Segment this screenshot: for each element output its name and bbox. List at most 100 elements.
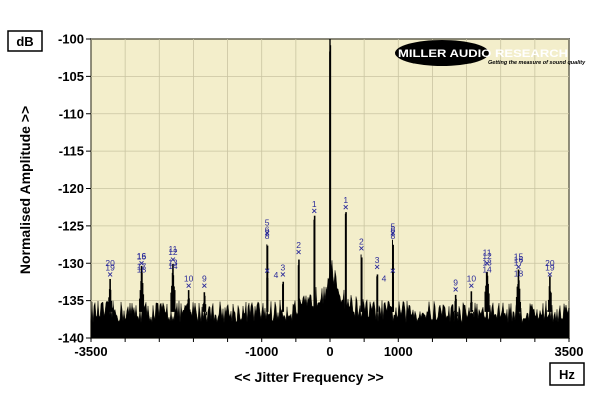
marker-stroke (359, 245, 364, 251)
marker-stroke (280, 272, 286, 277)
harmonic-label: 20 (545, 258, 555, 268)
marker-stroke (390, 268, 396, 274)
spectrum-peak (344, 212, 347, 312)
harmonic-label: 9 (202, 274, 207, 284)
x-axis-ticks: -3500 -1000 0 1000 3500 (74, 338, 583, 359)
miller-audio-research-logo: MILLER AUDIO RESEARCH Getting the measur… (395, 40, 586, 66)
spectrum-peak (297, 259, 300, 312)
harmonic-label: 18 (137, 265, 147, 275)
harmonic-label: 11 (483, 248, 492, 258)
marker-stroke (311, 208, 317, 214)
spectrum-peak (547, 276, 553, 312)
y-tick-label: -100 (58, 32, 84, 47)
y-axis-ticks: -100 -105 -110 -115 -120 -125 -130 -135 -140 (58, 32, 91, 346)
y-tick-label: -110 (59, 106, 84, 121)
harmonic-label: 14 (168, 261, 178, 271)
harmonic-label: 1 (312, 199, 317, 209)
peak-marker-cross (469, 283, 474, 288)
spectrum-peak (484, 271, 490, 312)
harmonic-label: 10 (467, 274, 477, 284)
marker-stroke (107, 272, 113, 277)
marker-stroke (390, 231, 396, 236)
harmonic-label: 5 (265, 218, 270, 228)
spectrum-peak (376, 274, 379, 312)
harmonic-label: 6 (390, 225, 395, 235)
y-tick-label: -125 (58, 218, 84, 233)
x-tick-label: 3500 (555, 344, 584, 359)
peak-marker-cross (390, 231, 396, 236)
peak-marker-cross (202, 283, 207, 288)
x-tick-label: -3500 (74, 344, 107, 359)
harmonic-label: 19 (105, 262, 115, 272)
spectrum-peak (186, 290, 192, 322)
harmonic-label: 16 (137, 251, 147, 261)
harmonic-label: 7 (265, 228, 270, 238)
peak-marker-cross (359, 245, 364, 251)
harmonic-label: 20 (105, 258, 115, 268)
peak-marker-cross (296, 249, 301, 255)
harmonic-label: 2 (296, 240, 301, 250)
y-axis-title: Normalised Amplitude >> (17, 106, 33, 274)
marker-stroke (264, 268, 270, 274)
peak-marker-cross (264, 268, 270, 274)
harmonic-label: 12 (168, 247, 178, 257)
x-tick-label: 0 (326, 344, 333, 359)
x-axis-title: << Jitter Frequency >> (234, 369, 383, 385)
harmonic-label: 13 (168, 258, 178, 268)
y-tick-label: -130 (58, 256, 84, 271)
harmonic-label: 10 (184, 274, 194, 284)
harmonic-label: 11 (169, 244, 178, 254)
marker-stroke (374, 264, 380, 270)
spectrum-peak (282, 281, 285, 312)
logo-text: MILLER AUDIO RESEARCH (398, 48, 568, 60)
y-unit-label: dB (16, 34, 33, 49)
peak-marker-cross (264, 231, 270, 236)
x-tick-label: -1000 (245, 344, 278, 359)
spectrum-peak (391, 276, 394, 312)
spectrum-peak (138, 265, 145, 312)
y-tick-label: -135 (58, 293, 84, 308)
y-tick-label: -115 (59, 144, 84, 159)
y-unit-box (7, 30, 43, 52)
harmonic-label: 9 (453, 277, 458, 287)
marker-stroke (296, 249, 301, 255)
peak-marker-cross (390, 268, 396, 274)
harmonic-label: 3 (281, 262, 286, 272)
harmonic-label: 14 (482, 265, 492, 275)
marker-stroke (170, 257, 176, 262)
marker-stroke (453, 287, 458, 292)
harmonic-label: 16 (514, 254, 524, 264)
peak-marker-cross (547, 272, 553, 277)
harmonic-label: 1 (343, 195, 348, 205)
harmonic-label: 5 (390, 221, 395, 231)
peak-marker-cross (311, 208, 317, 214)
x-tick-label: 1000 (384, 344, 413, 359)
marker-stroke (547, 272, 553, 277)
harmonic-label: 4 (274, 270, 279, 280)
marker-stroke (202, 283, 207, 288)
y-tick-label: -140 (58, 331, 84, 346)
peak-marker-cross (484, 260, 490, 266)
x-unit-box (549, 362, 585, 386)
peak-marker-cross (374, 264, 380, 270)
logo-tagline: Getting the measure of sound quality (488, 60, 586, 66)
harmonic-label: 15 (137, 251, 147, 261)
marker-stroke (343, 204, 349, 210)
peak-marker-cross (107, 272, 113, 277)
spectrum-peak (515, 269, 522, 312)
spectrum-trace (90, 39, 570, 339)
peak-marker-cross (186, 283, 191, 288)
marker-stroke (516, 264, 521, 270)
peak-marker-cross (453, 287, 458, 292)
marker-stroke (484, 260, 490, 266)
spectrum-peak (453, 294, 459, 321)
y-tick-label: -105 (58, 69, 84, 84)
spectrum-peak (266, 277, 269, 312)
harmonic-label: 3 (375, 255, 380, 265)
harmonic-label: 18 (514, 268, 524, 278)
harmonic-label: 4 (382, 274, 387, 284)
spectrum-peak (468, 291, 474, 318)
harmonic-label: 7 (390, 228, 395, 238)
